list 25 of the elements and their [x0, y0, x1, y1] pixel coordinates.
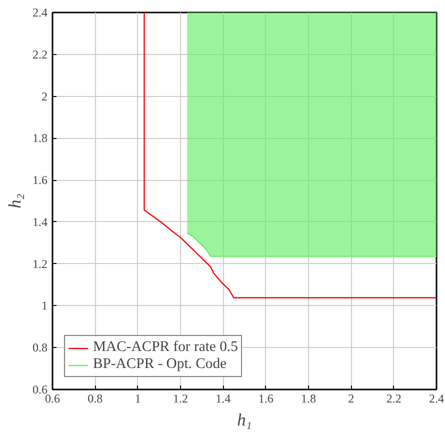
line-series	[144, 12, 436, 298]
x-tick-label: 2	[348, 392, 354, 406]
x-axis-title: h₁	[237, 410, 252, 430]
y-tick-label: 1.6	[32, 173, 48, 188]
y-tick-label: 1.4	[32, 214, 48, 229]
y-tick-label: 2	[42, 89, 48, 104]
y-tick-label: 0.6	[32, 382, 48, 396]
x-tick-label: 2.2	[386, 392, 402, 406]
x-tick-label: 1	[134, 392, 141, 406]
y-tick-label: 0.8	[32, 340, 48, 355]
x-tick-label: 1.8	[301, 392, 316, 406]
y-axis-title: h₂	[6, 194, 24, 208]
y-tick-label: 2.4	[32, 6, 48, 20]
legend-label: MAC-ACPR for rate 0.5	[93, 339, 238, 356]
y-tick-label: 1.2	[32, 256, 48, 271]
x-tick-label: 1.4	[216, 392, 231, 406]
y-tick-label: 2.2	[32, 47, 48, 62]
x-tick-label: 2.4	[429, 392, 444, 406]
y-tick-label: 1	[42, 298, 48, 313]
x-tick-label: 0.8	[88, 392, 103, 406]
legend-label: BP-ACPR - Opt. Code	[93, 356, 227, 373]
x-tick-label: 1.6	[258, 392, 274, 406]
line-series	[186, 232, 436, 257]
y-tick-label: 1.8	[32, 131, 48, 146]
x-tick-label: 1.2	[173, 392, 188, 406]
